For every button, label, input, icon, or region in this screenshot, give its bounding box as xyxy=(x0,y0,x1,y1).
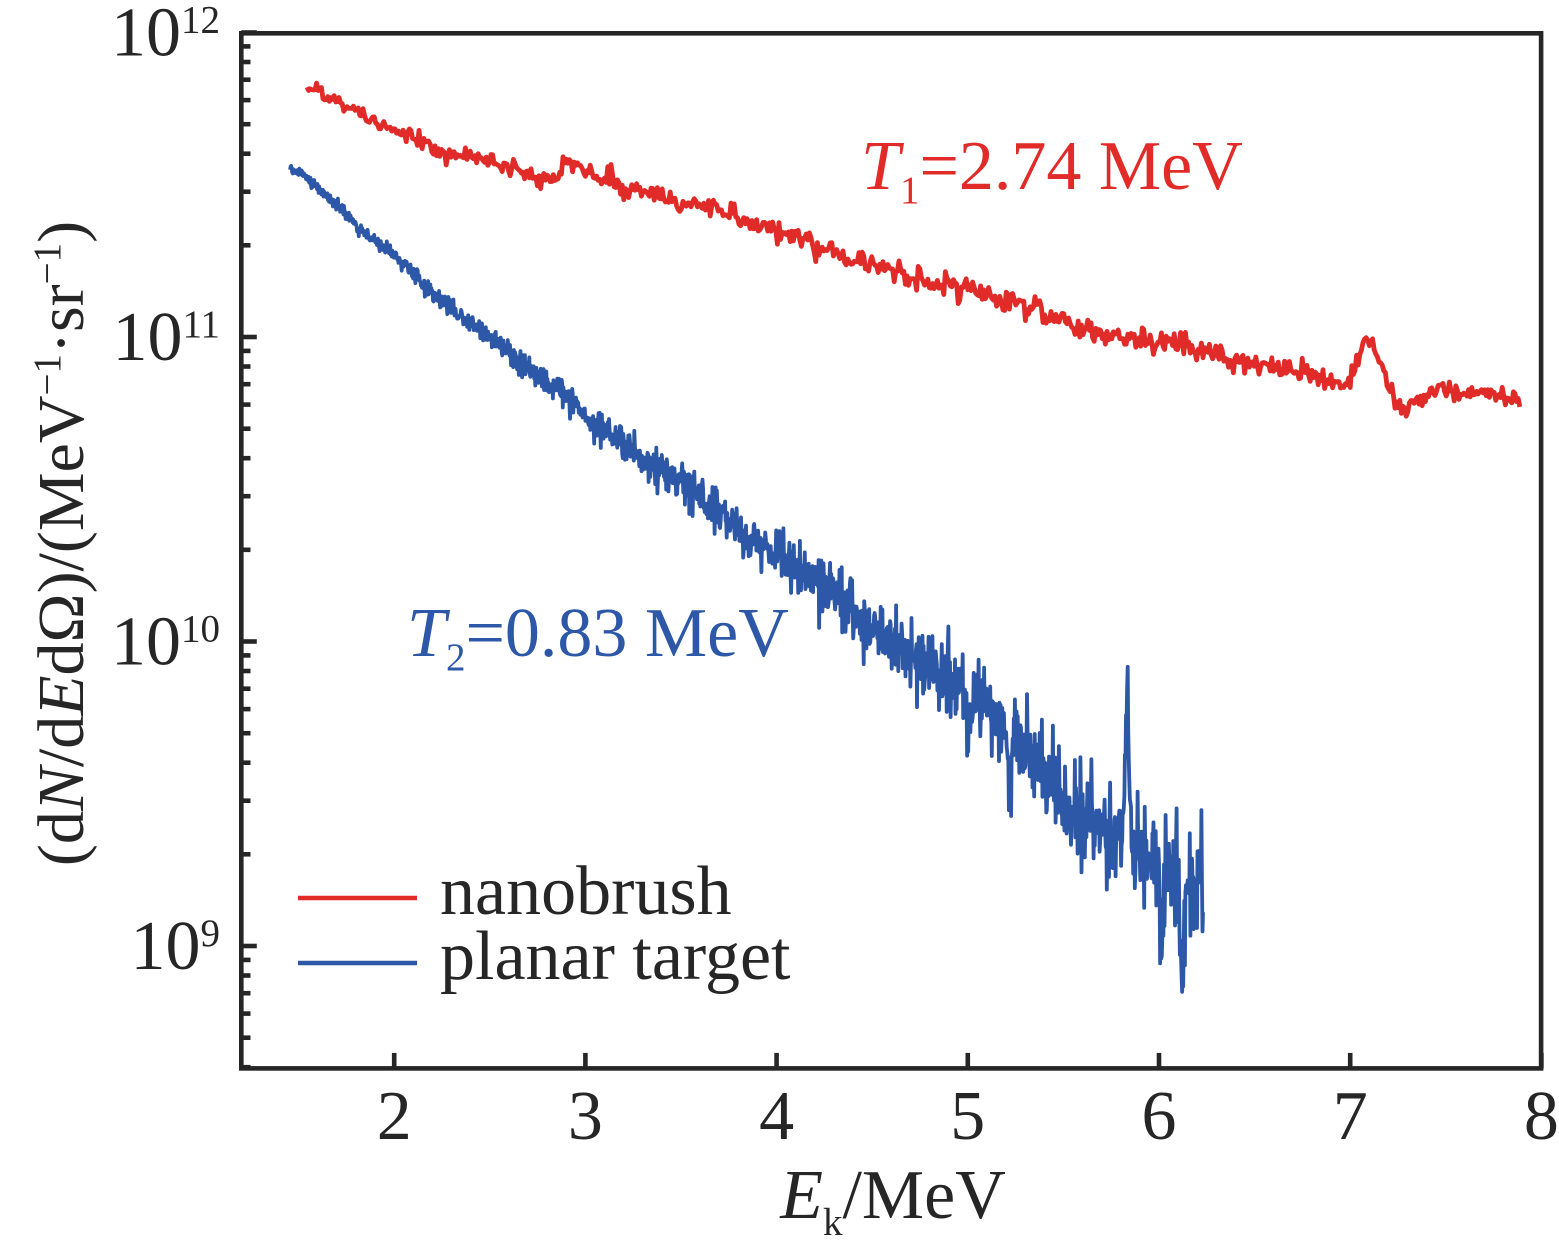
svg-text:109: 109 xyxy=(131,908,221,985)
svg-text:1012: 1012 xyxy=(111,0,220,72)
svg-text:2: 2 xyxy=(377,1078,412,1155)
svg-text:1011: 1011 xyxy=(112,299,220,376)
svg-text:planar target: planar target xyxy=(440,918,791,995)
svg-text:4: 4 xyxy=(759,1078,794,1155)
svg-text:T2=0.83 MeV: T2=0.83 MeV xyxy=(407,595,789,679)
svg-text:8: 8 xyxy=(1524,1078,1559,1155)
svg-text:5: 5 xyxy=(950,1078,985,1155)
svg-text:Ek/MeV: Ek/MeV xyxy=(779,1157,1006,1244)
svg-text:3: 3 xyxy=(568,1078,603,1155)
svg-text:7: 7 xyxy=(1333,1078,1368,1155)
svg-text:nanobrush: nanobrush xyxy=(440,853,732,930)
svg-text:6: 6 xyxy=(1142,1078,1177,1155)
svg-text:(dN/dEdΩ)/(MeV−1·sr−1): (dN/dEdΩ)/(MeV−1·sr−1) xyxy=(25,221,98,866)
svg-text:1010: 1010 xyxy=(111,604,220,681)
svg-text:T1=2.74 MeV: T1=2.74 MeV xyxy=(861,128,1243,212)
